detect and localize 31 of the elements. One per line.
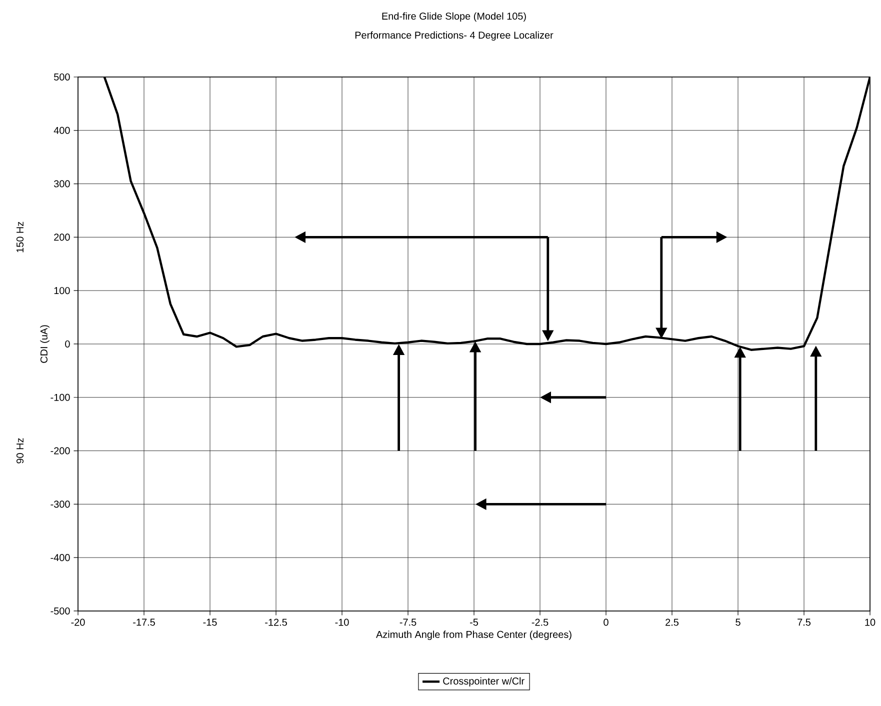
y-tick-label: 400 [54, 126, 70, 134]
chart-subtitle: Performance Predictions- 4 Degree Localizer [355, 31, 554, 41]
x-tick-label: 0 [604, 618, 608, 626]
x-tick-label: -5 [470, 618, 478, 626]
y-tick-label: -100 [50, 394, 70, 401]
x-tick-label: 5 [736, 618, 740, 626]
x-tick-label: -10 [335, 618, 349, 626]
x-axis-title: Azimuth Angle from Phase Center (degrees) [376, 630, 572, 640]
x-tick-label: -17.5 [133, 618, 155, 626]
y-tick-label: 300 [54, 180, 70, 188]
y-tick-label: -300 [50, 500, 70, 508]
y-tick-label: -400 [50, 554, 70, 562]
x-tick-label: -2.5 [532, 618, 548, 626]
y-axis-title: CDI (uA) [40, 325, 50, 363]
y-tick-label: 100 [54, 287, 70, 294]
y-tick-label: -500 [50, 607, 70, 615]
y-tick-label: -200 [50, 447, 70, 454]
x-tick-label: -20 [71, 618, 85, 626]
x-tick-label: -7.5 [400, 618, 416, 626]
x-tick-label: 2.5 [666, 618, 679, 626]
y-tick-label: 200 [54, 234, 70, 241]
legend-label: Crosspointer w/Clr [443, 677, 524, 687]
x-tick-label: 10 [865, 618, 876, 626]
text: 150 Hz [16, 222, 24, 252]
x-tick-label: -15 [203, 618, 217, 626]
chart-title: End-fire Glide Slope (Model 105) [382, 12, 526, 22]
text: 90 Hz [16, 438, 24, 464]
y-tick-label: 0 [65, 340, 70, 348]
x-tick-label: -12.5 [265, 618, 287, 626]
y-tick-label: 500 [54, 73, 70, 81]
x-tick-label: 7.5 [798, 618, 811, 626]
